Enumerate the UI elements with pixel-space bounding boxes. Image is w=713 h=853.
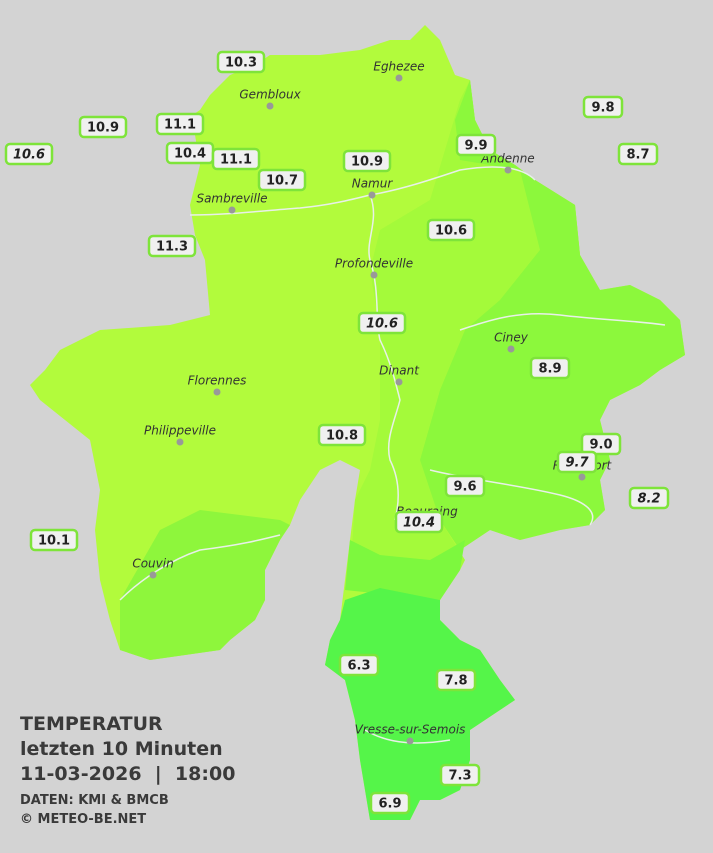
- city-label: Sambreville: [196, 192, 267, 206]
- zone-south: [345, 540, 465, 600]
- station-box: [394, 510, 444, 534]
- station-box: [369, 791, 411, 815]
- zone-southwest: [120, 510, 290, 660]
- city-dot: [395, 74, 403, 82]
- city-dot: [395, 378, 403, 386]
- station-box: [617, 142, 659, 166]
- station-box: [357, 311, 407, 335]
- station-box: [342, 149, 392, 173]
- city-label: Philippeville: [144, 424, 216, 438]
- station-value: 10.1: [38, 534, 70, 549]
- station-value: 10.8: [326, 429, 358, 444]
- station-box: [426, 218, 476, 242]
- station-value: 11.3: [156, 240, 188, 255]
- station-value: 9.8: [591, 101, 614, 116]
- city-label: Gembloux: [239, 88, 301, 102]
- station-box: [582, 95, 624, 119]
- station-box: [435, 668, 477, 692]
- legend-source: DATEN: KMI & BMCB: [20, 793, 169, 808]
- station-value: 10.4: [174, 147, 206, 162]
- station-box: [444, 474, 486, 498]
- station-value: 7.8: [444, 674, 467, 689]
- zone-east: [420, 80, 685, 550]
- city-dot: [228, 206, 236, 214]
- station-value: 10.9: [351, 155, 383, 170]
- station-value: 9.0: [589, 438, 612, 453]
- station-value: 11.1: [220, 153, 252, 168]
- city-label: Florennes: [188, 374, 247, 388]
- station-box: [155, 112, 205, 136]
- station-box: [78, 115, 128, 139]
- city-dot: [578, 473, 586, 481]
- station-box: [257, 168, 307, 192]
- city-label: Eghezee: [373, 60, 424, 74]
- city-dot: [406, 737, 414, 745]
- city-dot: [507, 345, 515, 353]
- city-dot: [176, 438, 184, 446]
- stations: 10.3 10.9 11.1 10.6 10.4 11.1 10.7 10.9 9.9 9.8 8.…: [4, 50, 670, 815]
- station-value: 8.9: [538, 362, 561, 377]
- city-label: Namur: [352, 177, 394, 191]
- station-box: [338, 653, 380, 677]
- station-box: [529, 356, 571, 380]
- city-label: Dinant: [379, 364, 420, 378]
- city-dot: [149, 571, 157, 579]
- station-box: [628, 486, 670, 510]
- legend-title: TEMPERATUR: [20, 713, 163, 735]
- legend-subtitle: letzten 10 Minuten: [20, 738, 223, 760]
- city-dot: [370, 271, 378, 279]
- city-dot: [504, 166, 512, 174]
- zone-semois: [325, 588, 515, 820]
- station-box: [4, 142, 54, 166]
- station-value: 10.7: [266, 174, 298, 189]
- cities: EghezeeGemblouxAndenneNamurSambrevillePr…: [132, 60, 613, 745]
- station-value: 9.6: [453, 480, 476, 495]
- zone-mid: [350, 80, 580, 600]
- station-value: 10.4: [403, 516, 435, 531]
- station-value: 10.6: [366, 317, 398, 332]
- city-dot: [368, 191, 376, 199]
- station-value: 10.9: [87, 121, 119, 136]
- city-dot: [213, 388, 221, 396]
- station-box: [211, 147, 261, 171]
- station-box: [29, 528, 79, 552]
- station-value: 6.3: [347, 659, 370, 674]
- station-value: 6.9: [378, 797, 401, 812]
- station-value: 10.6: [13, 148, 45, 163]
- city-label: Profondeville: [335, 257, 413, 271]
- station-box: [147, 234, 197, 258]
- city-dot: [266, 102, 274, 110]
- station-box: [216, 50, 266, 74]
- station-value: 10.6: [435, 224, 467, 239]
- station-box: [317, 423, 367, 447]
- station-value: 10.3: [225, 56, 257, 71]
- station-box: [556, 450, 598, 474]
- station-box: [580, 432, 622, 456]
- station-value: 9.7: [565, 456, 589, 471]
- station-box: [439, 763, 481, 787]
- legend-datetime: 11-03-2026 | 18:00: [20, 763, 235, 785]
- station-value: 8.2: [637, 492, 660, 507]
- city-label: Ciney: [494, 331, 529, 345]
- station-value: 8.7: [626, 148, 649, 163]
- city-label: Couvin: [132, 557, 173, 571]
- station-value: 11.1: [164, 118, 196, 133]
- legend-copyright: © METEO-BE.NET: [20, 812, 146, 827]
- city-label: Vresse-sur-Semois: [355, 723, 466, 737]
- station-box: [455, 133, 497, 157]
- station-value: 9.9: [464, 139, 487, 154]
- station-value: 7.3: [448, 769, 471, 784]
